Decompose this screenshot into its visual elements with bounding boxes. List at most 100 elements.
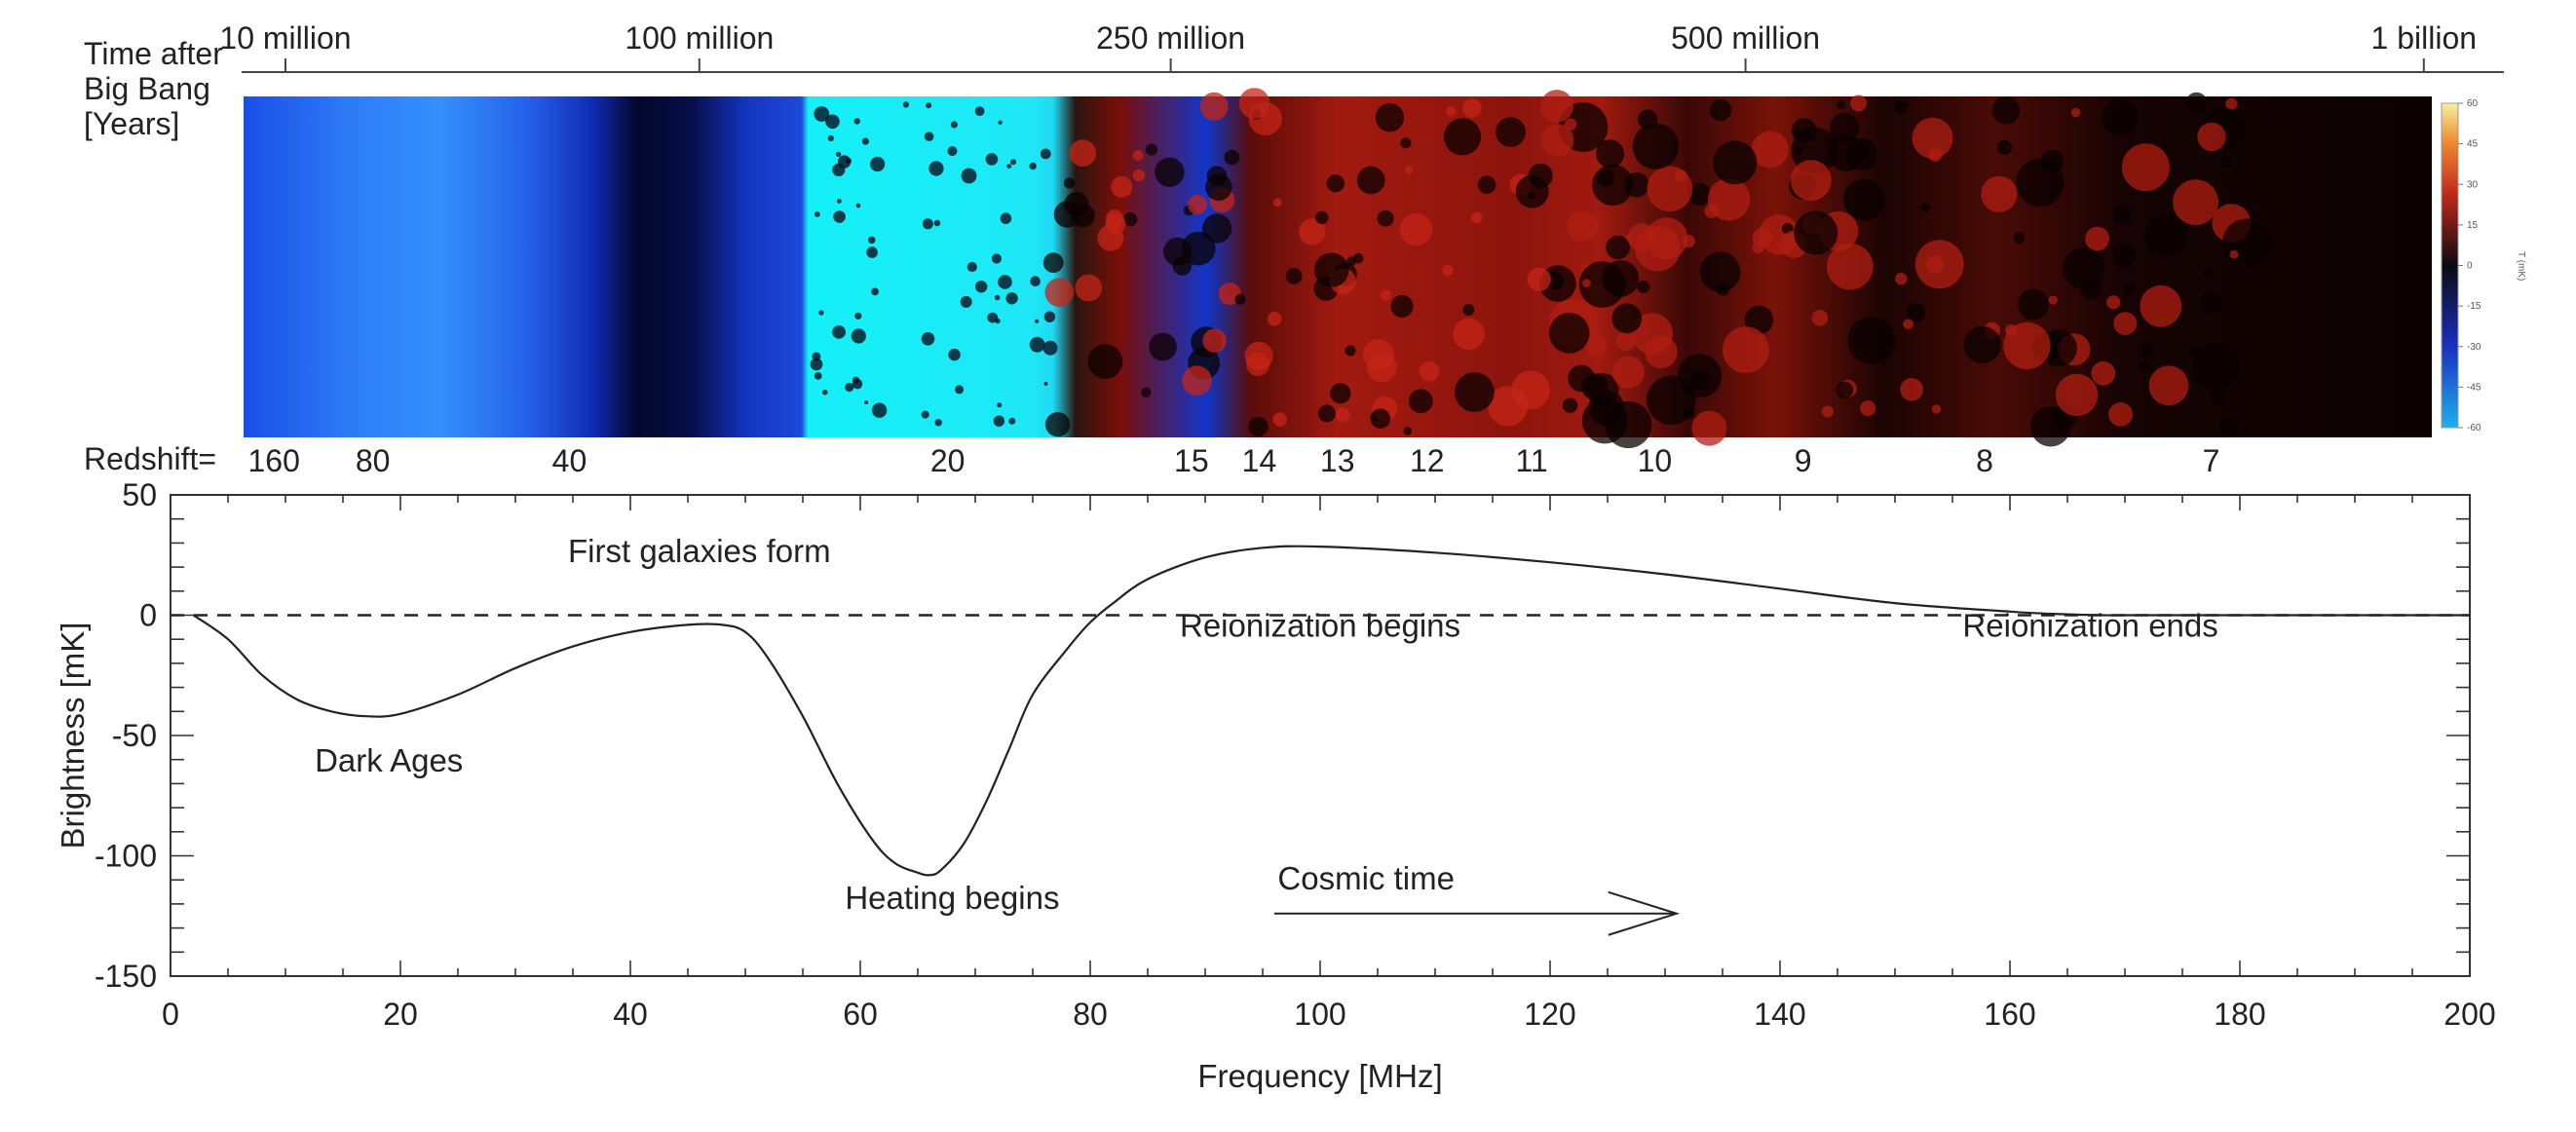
strip-bubble [1141,387,1152,397]
strip-bubble [1567,210,1598,243]
cosmic-time-arrow [1273,890,1681,936]
strip-bubble [1963,325,2001,364]
time-axis-ticks: 10 million 100 million 250 million 500 mill… [219,20,2477,72]
strip-bubble [2091,360,2116,386]
strip-bubble [2185,92,2208,114]
strip-bubble [1272,198,1282,208]
strip-bubble [1123,212,1138,227]
strip-bubble [1202,213,1232,244]
strip-bubble [1029,162,1037,170]
strip-bubble [2197,122,2226,152]
strip-bubble [2219,154,2233,168]
strip-bubble [1285,268,1303,284]
y-axis-ticks: 50 0 -50 -100 -150 [95,477,2470,994]
x-tick-label: 140 [1754,997,1805,1032]
strip-bubble [1687,182,1711,206]
strip-bubble [1043,381,1048,386]
strip-bubble [1850,94,1868,112]
y-tick-label: -50 [112,718,157,753]
strip-bubble [1611,356,1645,389]
strip-bubble [1005,292,1018,305]
strip-bubble [1356,166,1385,195]
strip-bubble [1647,166,1693,212]
strip-bubble [2140,343,2155,358]
strip-bubble [2108,402,2134,427]
strip-bubble [1900,378,1923,401]
x-tick-label: 120 [1524,997,1575,1032]
annotations: First galaxies form Dark Ages Heating begi… [315,533,2218,916]
strip-bubble [1790,160,1832,202]
strip-bubble [1400,137,1412,149]
strip-bubble [1843,178,1886,221]
strip-bubble [1997,139,2013,155]
strip-bubble [947,146,958,157]
strip-bubble [934,419,942,427]
strip-bubble [1035,319,1040,323]
x-tick-label: 20 [383,997,418,1032]
strip-bubble [1903,319,1913,330]
strip-bubble [2016,158,2065,207]
colorbar-tick-label: -45 [2467,382,2481,393]
strip-bubble [991,253,1002,264]
time-title-line: Big Bang [84,71,210,106]
strip-bubble [2048,295,2058,305]
strip-bubble [1163,237,1193,266]
strip-bubble [1299,218,1326,245]
strip-bubble [868,236,876,245]
strip-bubble [1326,174,1345,193]
strip-bubble [1562,397,1578,413]
strip-bubble [1345,345,1356,357]
arrow-head [1608,890,1681,936]
strip-bubble [2203,267,2214,277]
redshift-tick-label: 9 [1795,443,1812,478]
strip-bubble [1632,123,1679,170]
strip-bubble [1042,252,1064,274]
strip-bubble [1132,150,1144,161]
strip-bubble [2113,312,2138,335]
strip-bubble [1821,405,1834,418]
strip-bubble [814,211,820,217]
colorbar-tick-label: -60 [2467,423,2481,434]
strip-bubble [2199,291,2222,315]
colorbar-ticks: 60 45 30 15 0 -15 -30 -45 -60 [2458,98,2481,434]
redshift-tick-label: 160 [248,443,300,478]
strip-bubble [1446,106,1457,117]
strip-bubble [1510,370,1550,410]
strip-bubble [2222,218,2271,268]
strip-bubble [1836,381,1854,399]
strip-bubble [1419,360,1440,382]
strip-bubble [1515,174,1549,208]
time-tick-label: 500 million [1671,20,1820,56]
strip-bubble [1205,173,1232,201]
y-tick-label: 0 [139,598,157,633]
x-tick-label: 160 [1984,997,2035,1032]
strip-bubble [2112,206,2132,225]
colorbar [2441,102,2459,429]
strip-bubble [1723,326,1769,373]
strip-bubble [1615,331,1636,352]
strip-bubble [2210,388,2227,405]
strip-bubble [864,400,869,405]
time-axis-title: Time after Big Bang [Years] [84,36,223,141]
strip-bubble [966,261,977,273]
time-title-line: [Years] [84,106,179,141]
strip-bubble [1691,410,1727,446]
redshift-tick-label: 13 [1320,443,1355,478]
strip-bubble [948,348,961,361]
strip-bubble [955,385,965,395]
strip-bubble [1375,103,1405,132]
strip-bubble [837,199,842,204]
redshift-tick-label: 14 [1242,443,1277,478]
strip-bubble [933,219,941,227]
strip-bubble [1199,92,1229,121]
strip-bubble [1541,124,1574,157]
strip-bubble [1390,294,1414,318]
strip-bubble [1847,317,1895,364]
strip-bubble [1272,412,1287,427]
strip-bubble [870,156,886,172]
strip-bubble [2063,247,2105,290]
strip-bubble [1377,209,1394,227]
strip-bubble [810,358,823,371]
strip-bubble [2173,179,2219,226]
strip-bubble [1914,240,1964,289]
